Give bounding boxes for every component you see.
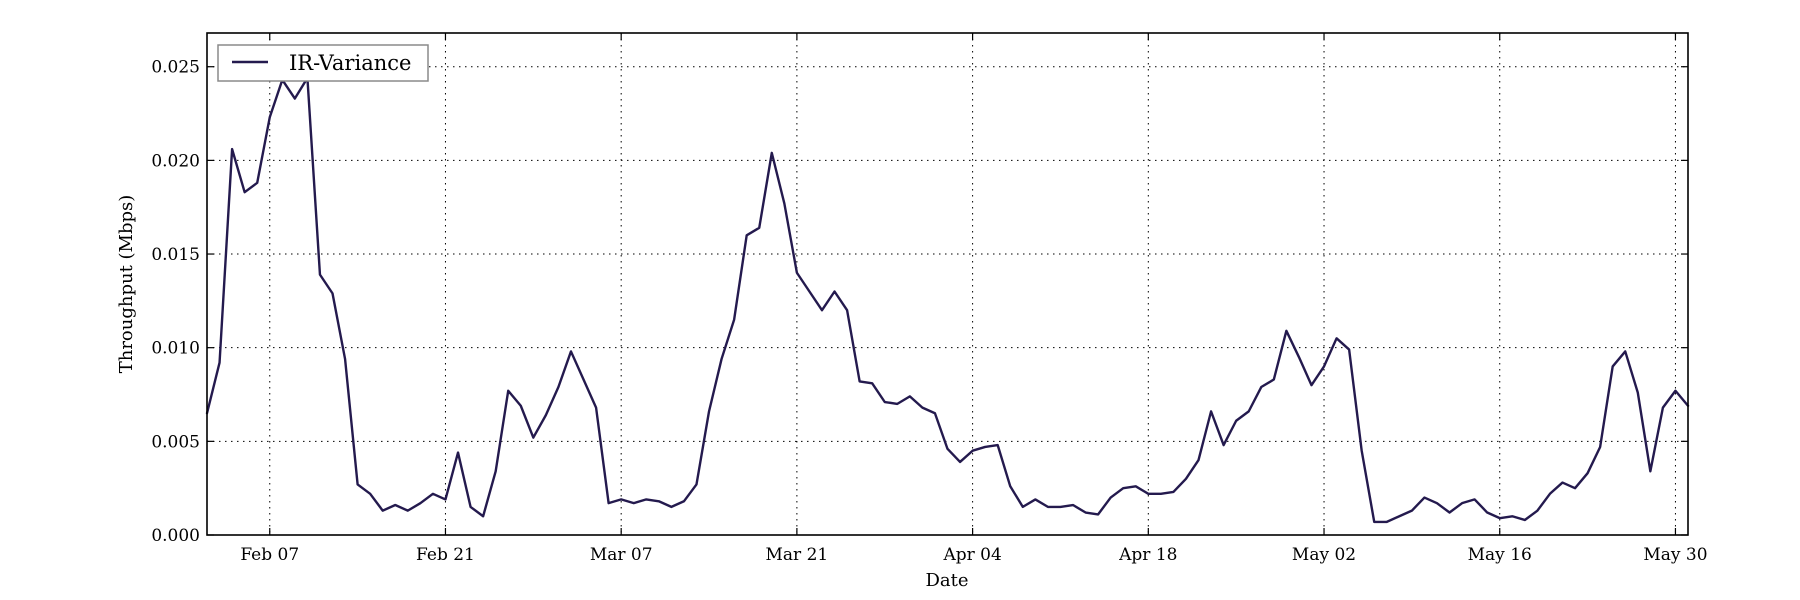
y-axis-tick-labels: 0.000 0.005 0.010 0.015 0.020 0.025: [151, 58, 200, 546]
y-tick-label: 0.005: [151, 432, 200, 452]
y-tick-label: 0.000: [151, 526, 200, 546]
series-line-0: [205, 76, 1690, 524]
x-tick-label: Apr 18: [1118, 545, 1177, 565]
x-tick-label: Feb 21: [416, 545, 475, 565]
x-tick-label: Mar 21: [766, 545, 829, 565]
x-tick-label: Feb 07: [240, 545, 299, 565]
y-tick-label: 0.020: [151, 151, 200, 171]
legend: IR-Variance: [217, 44, 429, 82]
x-tick-label: May 30: [1643, 545, 1707, 565]
y-tick-label: 0.010: [151, 339, 200, 359]
legend-label-ir-variance: IR-Variance: [289, 51, 411, 75]
x-tick-label: Apr 04: [942, 545, 1001, 565]
x-tick-label: Mar 07: [590, 545, 653, 565]
y-tick-label: 0.015: [151, 245, 200, 265]
x-axis-label: Date: [925, 570, 968, 591]
y-tick-label: 0.025: [151, 58, 200, 78]
x-axis-tick-labels: Feb 07 Feb 21 Mar 07 Mar 21 Apr 04 Apr 18 May …: [240, 545, 1707, 565]
plot-frame: [206, 32, 1689, 536]
y-axis-label: Throughput (Mbps): [116, 195, 137, 374]
axis-ticks: [207, 33, 1688, 536]
x-tick-label: May 16: [1468, 545, 1532, 565]
x-tick-label: May 02: [1292, 545, 1356, 565]
plot-area: [207, 33, 1688, 535]
series-lines: [205, 76, 1690, 524]
